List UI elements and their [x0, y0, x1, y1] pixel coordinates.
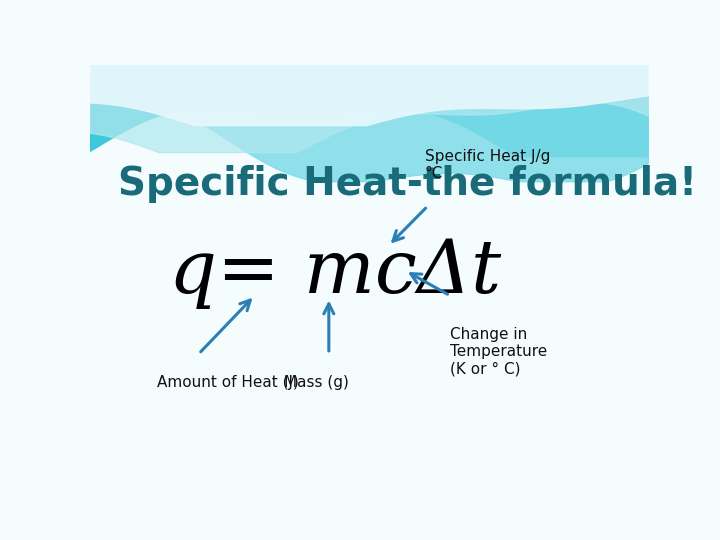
Text: q= mcΔt: q= mcΔt	[169, 237, 502, 309]
Text: Amount of Heat (J): Amount of Heat (J)	[157, 375, 299, 389]
Text: Specific Heat J/g
°C: Specific Heat J/g °C	[425, 149, 550, 181]
Text: Specific Heat-the formula!: Specific Heat-the formula!	[118, 165, 697, 202]
Text: Change in
Temperature
(K or ° C): Change in Temperature (K or ° C)	[450, 327, 547, 376]
Text: Mass (g): Mass (g)	[284, 375, 348, 389]
